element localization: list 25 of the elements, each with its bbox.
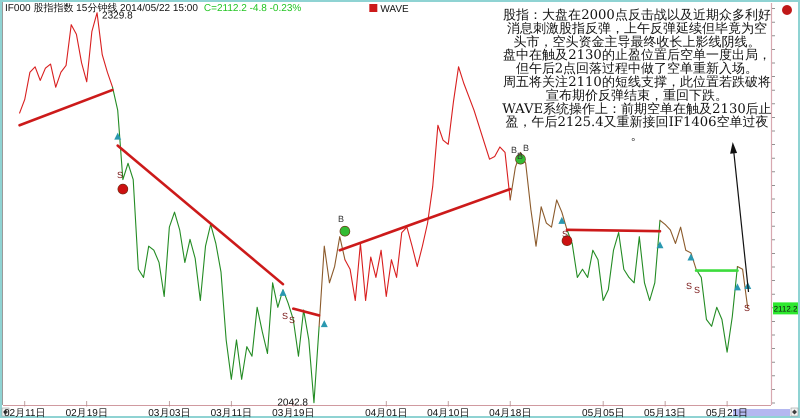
x-tick-label: 02月19日 (66, 408, 108, 418)
x-tick-label: 04月18日 (489, 408, 532, 418)
x-tick-label: 04月10日 (427, 408, 470, 418)
data-label: 2329.8 (102, 10, 134, 22)
annotation: S (744, 303, 750, 314)
x-tick-label: 02月11日 (4, 408, 46, 418)
annotation: 周五将关注2110的短线支撑，此位置若跌破将宣布期价反弹结束，重回下跌。 (503, 75, 771, 104)
annotation: S (686, 281, 692, 292)
legend-label: WAVE (380, 4, 409, 15)
legend: WAVE (369, 4, 409, 15)
x-tick-label: 05月21日 (706, 408, 748, 418)
x-tick-label: 03月03日 (148, 408, 190, 418)
x-tick-label: 03月19日 (272, 408, 314, 418)
annotation: B (511, 145, 517, 156)
annotation: 2112.2 (773, 302, 798, 314)
x-tick-label: 04月01日 (365, 408, 408, 418)
x-tick-label: 03月11日 (210, 408, 252, 418)
annotation: B (338, 214, 344, 224)
annotation: S (282, 311, 288, 322)
x-tick-label: 05月05日 (582, 408, 624, 418)
data-label: 2042.8 (277, 398, 308, 409)
x-tick-label: 05月13日 (644, 408, 686, 418)
annotation: S (694, 285, 700, 296)
annotation: WAVE系统操作上：前期空单在触及2130后止盈，午后2125.4又重新接回IF1406空单过夜。 (502, 102, 772, 144)
annotation: B (523, 143, 529, 154)
